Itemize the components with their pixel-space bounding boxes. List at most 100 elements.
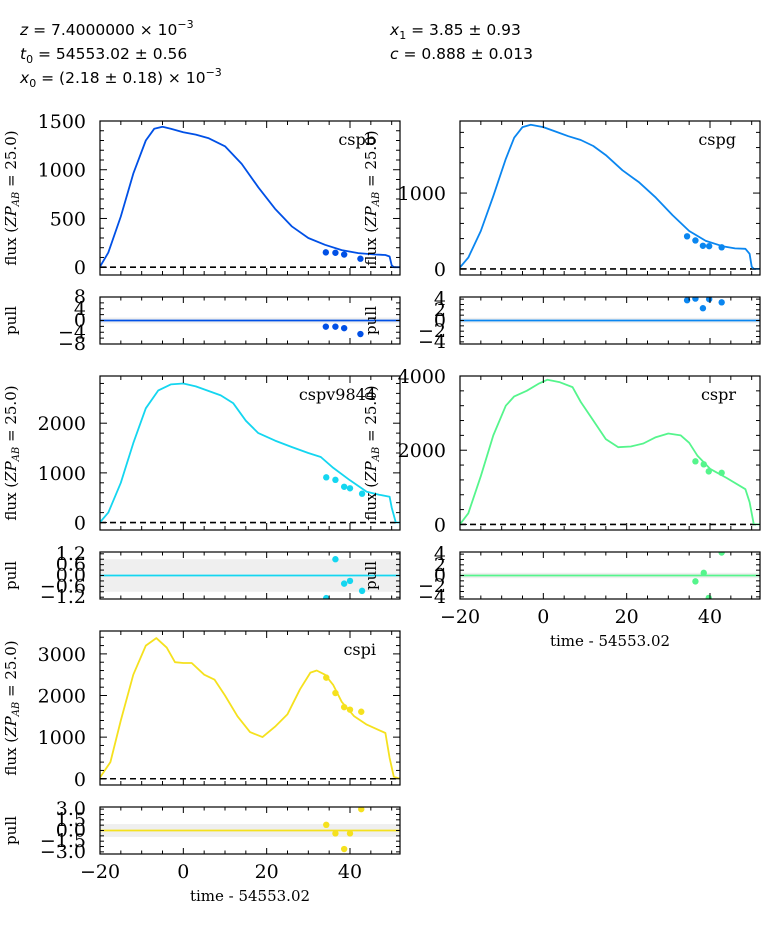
pull-point-cspv9844-4 xyxy=(358,587,366,595)
fit-parameters-right: x1 = 3.85 ± 0.93 c = 0.888 ± 0.013 xyxy=(389,21,533,63)
pull-axis-label: pull xyxy=(362,561,380,590)
pull-ytick-label: 0 xyxy=(74,310,86,332)
pull-ytick-label: 0 xyxy=(434,565,446,587)
pull-point-cspv9844-0 xyxy=(323,594,330,599)
band-label-cspb: cspb xyxy=(338,130,376,149)
ytick-label: 1000 xyxy=(38,727,86,749)
ytick-label: 0 xyxy=(74,769,86,791)
pull-ytick-label: 1.5 xyxy=(56,809,86,831)
ytick-label: 1000 xyxy=(38,463,86,485)
pull-ytick-label: −4 xyxy=(418,331,446,353)
panel-cspv9844: cspv9844 0 1000 2000 flux (ZPAB = 25.0) −1.2−… xyxy=(2,375,401,608)
data-point-cspr-2 xyxy=(705,468,712,475)
pull-point-cspi-3 xyxy=(346,830,354,837)
ytick-label: 4000 xyxy=(398,366,446,388)
xtick-label: −20 xyxy=(80,861,120,883)
xtick-label: 0 xyxy=(177,861,189,883)
data-point-cspi-2 xyxy=(340,703,348,711)
band-label-cspi: cspi xyxy=(343,640,376,659)
xtick-label: 40 xyxy=(338,861,362,883)
flux-axis-label: flux (ZPAB = 25.0) xyxy=(2,385,22,520)
pull-ytick-label: 0.0 xyxy=(56,820,86,842)
data-point-cspb-2 xyxy=(340,251,348,258)
flux-axis-label: flux (ZPAB = 25.0) xyxy=(2,130,22,265)
ytick-label: 1000 xyxy=(38,160,86,182)
pull-point-cspb-0 xyxy=(322,323,330,330)
pull-ytick-label: 2 xyxy=(434,554,446,576)
pull-axis-label: pull xyxy=(2,561,20,590)
ytick-label: 2000 xyxy=(398,440,446,462)
data-point-cspg-3 xyxy=(705,242,713,250)
xtick-label: 40 xyxy=(698,606,722,628)
pull-ytick-label: −2 xyxy=(418,320,446,342)
pull-axis-label: pull xyxy=(2,306,20,335)
ytick-label: 500 xyxy=(50,208,86,230)
pull-ytick-label: 8 xyxy=(74,286,86,308)
axes-frame xyxy=(99,120,401,276)
pull-ytick-label: −1.5 xyxy=(40,830,86,852)
pull-point-cspb-2 xyxy=(340,324,348,332)
band-label-cspv9844: cspv9844 xyxy=(299,385,376,404)
pull-point-cspi-0 xyxy=(323,821,330,829)
xtick-label: 20 xyxy=(615,606,639,628)
pull-ytick-label: 1.2 xyxy=(56,543,86,565)
param-0: z = 7.4000000 × 10−3 xyxy=(19,18,194,39)
pull-point-cspb-1 xyxy=(332,323,339,330)
pull-point-cspv9844-1 xyxy=(332,556,339,563)
pull-ytick-label: 4 xyxy=(434,543,446,565)
pull-ytick-label: −0.6 xyxy=(40,575,86,597)
pull-ytick-label: 4 xyxy=(434,288,446,310)
pull-point-cspb-3 xyxy=(357,330,364,338)
pull-point-cspv9844-2 xyxy=(340,580,348,587)
data-point-cspg-1 xyxy=(692,237,699,244)
model-curve-cspg xyxy=(460,123,760,270)
pull-point-cspi-1 xyxy=(332,830,339,837)
flux-axis-label: flux (ZPAB = 25.0) xyxy=(362,385,382,520)
pull-point-cspg-2 xyxy=(699,305,707,312)
data-point-cspg-4 xyxy=(718,244,725,251)
band-label-cspr: cspr xyxy=(701,385,736,404)
fit-parameters-left: z = 7.4000000 × 10−3 t0 = 54553.02 ± 0.56… xyxy=(19,18,222,90)
param-0: x1 = 3.85 ± 0.93 xyxy=(389,21,521,42)
model-curve-cspv9844 xyxy=(100,382,400,524)
pull-ytick-label: 0.6 xyxy=(56,554,86,576)
pull-point-cspi-2 xyxy=(340,845,348,853)
data-point-cspi-3 xyxy=(346,706,354,713)
data-point-cspr-1 xyxy=(700,461,707,468)
pull-ytick-label: 3.0 xyxy=(56,798,86,820)
pull-point-cspr-0 xyxy=(692,578,699,585)
ytick-label: 0 xyxy=(434,514,446,536)
pull-ytick-label: 0 xyxy=(434,310,446,332)
axes-frame xyxy=(99,630,401,786)
ytick-label: 0 xyxy=(74,257,86,279)
model-curve-cspb xyxy=(100,125,400,269)
flux-axis-label: flux (ZPAB = 25.0) xyxy=(362,130,382,265)
data-point-cspg-2 xyxy=(699,242,707,249)
band-label-cspg: cspg xyxy=(698,130,736,149)
data-point-cspv9844-0 xyxy=(323,474,330,481)
ytick-label: 2000 xyxy=(38,686,86,708)
xtick-label: 0 xyxy=(537,606,549,628)
time-axis-label: time - 54553.02 xyxy=(190,887,310,905)
panel-cspi: cspi 0 1000 2000 3000 flux (ZPAB = 25.0) −3.0−… xyxy=(2,630,401,905)
data-point-cspv9844-4 xyxy=(358,490,366,497)
ytick-label: 0 xyxy=(434,259,446,281)
pull-ytick-label: 0.0 xyxy=(56,565,86,587)
axes-frame xyxy=(459,375,761,531)
data-point-cspv9844-3 xyxy=(346,485,354,492)
xtick-label: −20 xyxy=(440,606,480,628)
data-point-cspv9844-1 xyxy=(332,476,339,484)
data-point-cspg-0 xyxy=(683,233,691,240)
pull-axis-label: pull xyxy=(2,816,20,845)
data-point-cspb-1 xyxy=(332,249,339,256)
data-point-cspi-0 xyxy=(323,674,330,681)
pull-point-cspg-4 xyxy=(718,299,725,306)
data-point-cspi-4 xyxy=(358,708,365,715)
data-point-cspb-0 xyxy=(322,249,330,256)
ytick-label: 2000 xyxy=(38,413,86,435)
pull-axis-label: pull xyxy=(362,306,380,335)
pull-ytick-label: −8 xyxy=(58,333,86,355)
